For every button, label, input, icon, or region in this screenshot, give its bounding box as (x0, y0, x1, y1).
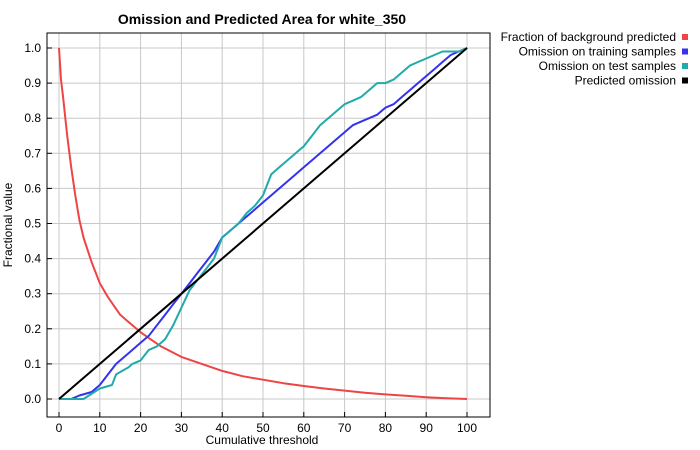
grid (47, 33, 490, 417)
plot-area-frame (46, 32, 491, 418)
x-tick-label: 60 (297, 421, 311, 435)
x-tick-label: 100 (457, 421, 477, 435)
x-tick-label: 10 (93, 421, 107, 435)
y-tick-label: 0.9 (24, 76, 41, 90)
legend-label: Omission on test samples (539, 59, 676, 73)
x-tick-label: 50 (256, 421, 270, 435)
legend-label: Omission on training samples (519, 45, 676, 59)
x-tick-label: 0 (56, 421, 63, 435)
y-axis-label: Fractional value (1, 182, 15, 267)
y-tick-label: 1.0 (24, 41, 41, 55)
x-tick-label: 90 (420, 421, 434, 435)
legend-swatch (682, 48, 688, 55)
series-layer (58, 47, 468, 400)
x-tick-label: 20 (134, 421, 148, 435)
y-tick-label: 0.2 (24, 322, 41, 336)
x-tick-label: 80 (379, 421, 393, 435)
x-axis-label: Cumulative threshold (206, 433, 319, 447)
axis-ticks: 0 10 20 30 40 50 60 70 80 90 100 0.0 0.1 0.2 0.3 0.4 0.5… (24, 41, 477, 435)
legend-swatch (682, 34, 688, 40)
series-line-3 (58, 47, 468, 400)
legend: Fraction of background predictedOmission… (501, 30, 688, 88)
x-tick-label: 70 (338, 421, 352, 435)
legend-swatch (682, 77, 688, 84)
series-line-1 (59, 47, 468, 400)
series-line-2 (59, 47, 468, 400)
y-tick-label: 0.8 (24, 111, 41, 125)
y-tick-label: 0.0 (24, 392, 41, 406)
y-tick-label: 0.3 (24, 287, 41, 301)
legend-swatch (682, 63, 688, 69)
y-tick-label: 0.4 (24, 252, 41, 266)
series-line-0 (58, 47, 468, 400)
legend-label: Predicted omission (575, 74, 676, 88)
y-tick-label: 0.7 (24, 146, 41, 160)
x-tick-label: 40 (216, 421, 230, 435)
x-tick-label: 30 (175, 421, 189, 435)
y-tick-label: 0.6 (24, 181, 41, 195)
legend-label: Fraction of background predicted (501, 30, 676, 44)
chart-title: Omission and Predicted Area for white_35… (118, 11, 406, 27)
y-tick-label: 0.5 (24, 217, 41, 231)
y-tick-label: 0.1 (24, 357, 41, 371)
